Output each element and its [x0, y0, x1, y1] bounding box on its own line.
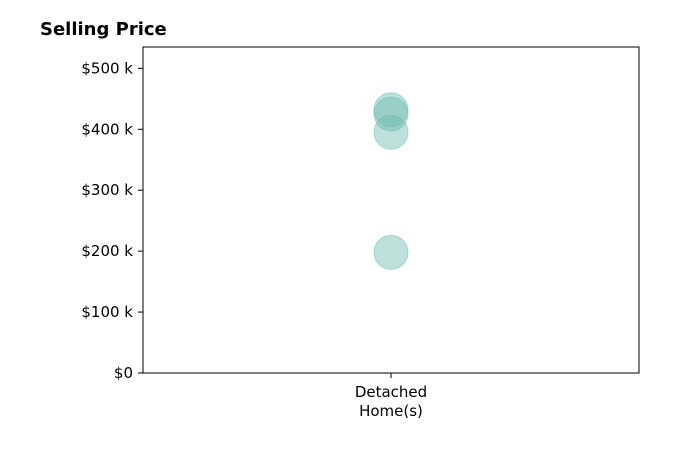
- y-tick-label: $500 k: [81, 59, 133, 77]
- y-tick-label: $300 k: [81, 181, 133, 199]
- plot-area: [142, 46, 640, 374]
- y-tick-label: $200 k: [81, 242, 133, 260]
- y-tick-label: $400 k: [81, 120, 133, 138]
- x-axis: Detached Home(s): [355, 373, 427, 420]
- x-tick-label: Detached Home(s): [355, 383, 427, 420]
- data-point: [373, 92, 409, 128]
- data-point: [373, 114, 409, 150]
- y-tick-label: $0: [114, 364, 133, 382]
- y-tick-label: $100 k: [81, 303, 133, 321]
- chart-title: Selling Price: [40, 19, 167, 40]
- y-axis: $0 $100 k $200 k $300 k $400 k $500 k: [81, 59, 143, 382]
- data-point: [373, 234, 409, 270]
- data-point: [373, 96, 409, 132]
- data-points: [373, 92, 409, 270]
